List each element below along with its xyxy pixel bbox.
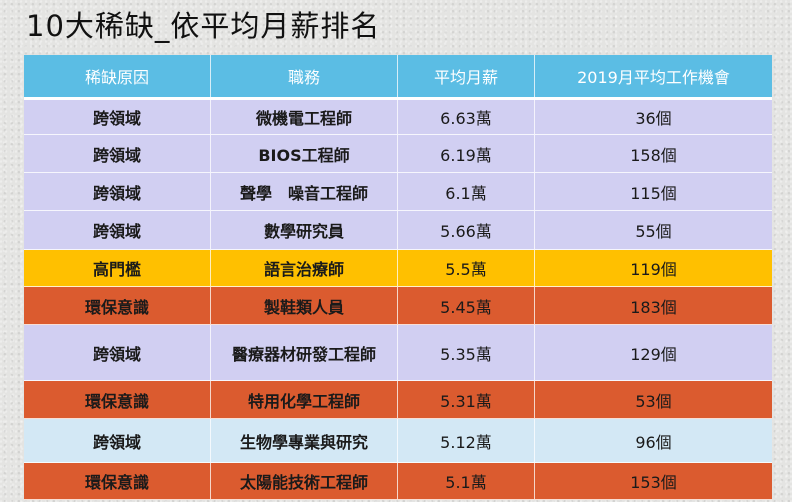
table-row: 跨領域 數學研究員 5.66萬 55個 <box>24 211 772 250</box>
row-job: 聲學 噪音工程師 <box>211 173 398 210</box>
row-reason: 環保意識 <box>24 381 211 418</box>
header-job: 職務 <box>211 55 398 97</box>
row-reason: 環保意識 <box>24 463 211 499</box>
row-job: 醫療器材研發工程師 <box>211 325 398 380</box>
row-openings: 36個 <box>635 109 672 128</box>
row-openings: 55個 <box>635 222 672 241</box>
table-row: 環保意識 特用化學工程師 5.31萬 53個 <box>24 381 772 419</box>
row-openings: 158個 <box>630 145 677 165</box>
row-openings: 119個 <box>630 260 677 279</box>
table-header-row: 稀缺原因 職務 平均月薪 2019月平均工作機會 <box>24 55 772 100</box>
row-reason: 跨領域 <box>24 419 211 462</box>
table-row: 跨領域 醫療器材研發工程師 5.35萬 129個 <box>24 325 772 381</box>
row-openings: 129個 <box>630 344 677 364</box>
row-salary: 5.5萬 <box>398 250 535 286</box>
header-reason: 稀缺原因 <box>24 55 211 97</box>
table-row: 高門檻 語言治療師 5.5萬 119個 <box>24 250 772 287</box>
row-openings: 183個 <box>630 297 677 317</box>
row-job: 生物學專業與研究 <box>211 419 398 462</box>
row-job: 太陽能技術工程師 <box>211 463 398 499</box>
row-reason: 跨領域 <box>24 100 211 134</box>
row-openings: 153個 <box>630 473 677 492</box>
row-salary: 6.63萬 <box>398 100 535 134</box>
table-row: 環保意識 製鞋類人員 5.45萬 183個 <box>24 287 772 325</box>
row-reason: 高門檻 <box>24 250 211 286</box>
row-salary: 6.19萬 <box>398 135 535 172</box>
row-openings: 96個 <box>635 432 672 452</box>
row-salary: 5.45萬 <box>398 287 535 324</box>
salary-ranking-table: 稀缺原因 職務 平均月薪 2019月平均工作機會 跨領域 微機電工程師 6.63萬 3… <box>24 55 772 500</box>
row-salary: 6.1萬 <box>398 173 535 210</box>
row-openings: 115個 <box>630 183 677 203</box>
page-title: 10大稀缺_依平均月薪排名 <box>26 9 381 43</box>
row-reason: 跨領域 <box>24 173 211 210</box>
row-reason: 跨領域 <box>24 325 211 380</box>
table-row: 環保意識 太陽能技術工程師 5.1萬 153個 <box>24 463 772 500</box>
row-job: 微機電工程師 <box>211 100 398 134</box>
row-job: 製鞋類人員 <box>211 287 398 324</box>
row-salary: 5.1萬 <box>398 463 535 499</box>
row-job: BIOS工程師 <box>211 135 398 172</box>
row-job: 數學研究員 <box>211 211 398 249</box>
table-body: 跨領域 微機電工程師 6.63萬 36個 跨領域 BIOS工程師 6.19萬 158個 跨領域聲… <box>24 100 772 500</box>
row-reason: 跨領域 <box>24 211 211 249</box>
row-job: 語言治療師 <box>211 250 398 286</box>
row-salary: 5.12萬 <box>398 419 535 462</box>
table-row: 跨領域 微機電工程師 6.63萬 36個 <box>24 100 772 135</box>
row-salary: 5.31萬 <box>398 381 535 418</box>
row-reason: 跨領域 <box>24 135 211 172</box>
row-salary: 5.35萬 <box>398 325 535 380</box>
header-salary: 平均月薪 <box>398 55 535 97</box>
table-row: 跨領域 聲學 噪音工程師 6.1萬 115個 <box>24 173 772 211</box>
row-reason: 環保意識 <box>24 287 211 324</box>
table-row: 跨領域 BIOS工程師 6.19萬 158個 <box>24 135 772 173</box>
header-openings: 2019月平均工作機會 <box>577 68 730 87</box>
table-row: 跨領域 生物學專業與研究 5.12萬 96個 <box>24 419 772 463</box>
row-salary: 5.66萬 <box>398 211 535 249</box>
row-openings: 53個 <box>635 391 672 411</box>
row-job: 特用化學工程師 <box>211 381 398 418</box>
